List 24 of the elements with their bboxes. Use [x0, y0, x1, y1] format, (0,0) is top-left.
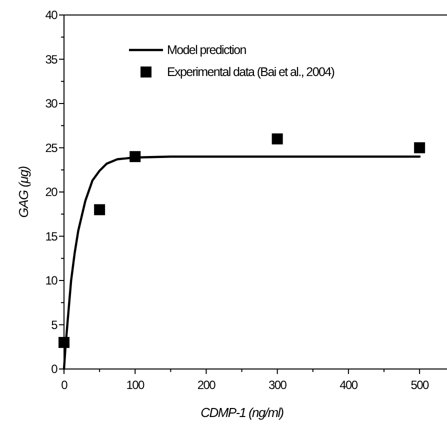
y-tick-label: 0 [51, 362, 58, 376]
y-axis-title: GAG (μg) [16, 166, 31, 218]
point [94, 204, 106, 216]
point [414, 142, 426, 154]
legend-label: Experimental data (Bai et al., 2004) [167, 65, 335, 79]
x-axis-title: CDMP-1 (ng/ml) [200, 405, 284, 420]
point [130, 151, 141, 162]
legend-label: Model prediction [167, 43, 247, 57]
y-tick-label: 5 [51, 318, 58, 332]
y-tick-label: 35 [45, 52, 58, 66]
x-tick-label: 0 [61, 378, 68, 392]
x-tick-label: 500 [410, 378, 430, 392]
point [272, 133, 283, 144]
y-tick-label: 40 [45, 8, 58, 22]
x-tick-label: 200 [197, 378, 216, 392]
y-tick-label: 15 [45, 229, 58, 244]
y-tick-label: 25 [45, 140, 58, 155]
y-tick-label: 30 [45, 96, 58, 110]
x-tick-label: 400 [340, 378, 358, 392]
point [58, 336, 70, 348]
y-tick-label: 10 [45, 274, 58, 288]
x-tick-label: 300 [268, 378, 288, 392]
x-tick-label: 100 [126, 378, 146, 392]
y-tick-label: 20 [45, 185, 58, 199]
